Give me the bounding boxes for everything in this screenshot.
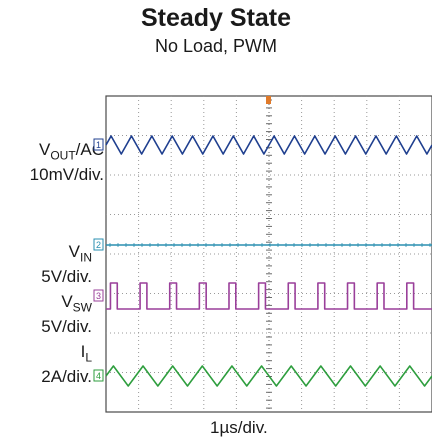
- channel-markers: 1 2 3 4: [93, 138, 104, 382]
- channel-4-label: IL 2A/div.: [41, 342, 92, 387]
- channel-3-number: 3: [96, 291, 101, 301]
- channel-1-trace: [105, 135, 432, 155]
- channel-2-label: VIN 5V/div.: [41, 242, 92, 287]
- chart-title: Steady State: [140, 4, 292, 32]
- waveform-traces: [105, 135, 432, 387]
- channel-4-trace: [105, 365, 432, 387]
- x-axis-label: 1µs/div.: [210, 418, 268, 437]
- chart-subtitle: No Load, PWM: [154, 36, 278, 56]
- channel-2-marker: [93, 238, 104, 251]
- channel-2-number: 2: [96, 240, 101, 250]
- trigger-marker: [266, 96, 271, 104]
- channel-1-number: 1: [96, 140, 101, 150]
- channel-3-marker: [93, 289, 104, 302]
- channel-3-trace: [106, 282, 432, 310]
- channel-4-number: 4: [96, 371, 101, 381]
- channel-3-label: VSW 5V/div.: [41, 292, 92, 337]
- channel-1-label: VOUT/AC 10mV/div.: [29, 140, 104, 185]
- channel-4-marker: [93, 369, 104, 382]
- channel-1-marker: [93, 138, 104, 151]
